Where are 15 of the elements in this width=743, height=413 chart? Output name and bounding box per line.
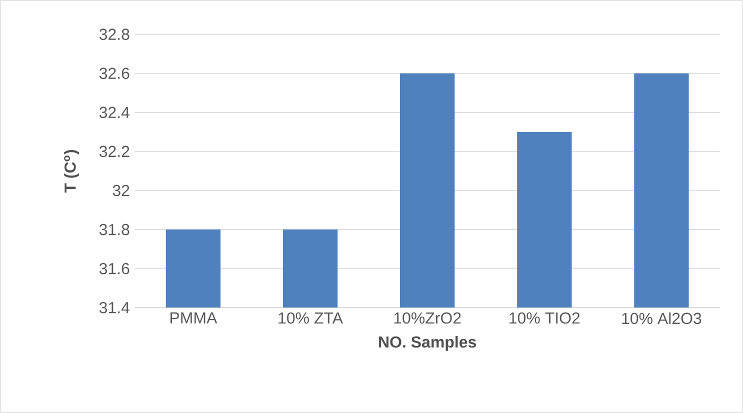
y-tick-label: 32.6 (99, 68, 130, 80)
y-tick-label: 32 (112, 184, 130, 196)
y-axis-title: T (C$^{o}$) (64, 150, 80, 193)
y-tick-label: 32.4 (99, 106, 130, 118)
y-tick-label: 31.4 (99, 302, 130, 314)
x-tick-label: 10% Al2O3 (622, 312, 702, 324)
x-tick-label: 10%ZrO2 (394, 312, 461, 324)
y-tick-label: 31.8 (99, 224, 130, 236)
x-tick-label: 10% TIO2 (510, 312, 580, 324)
y-tick-label: 32.8 (99, 28, 130, 40)
x-axis-title: NO. Samples (379, 336, 476, 351)
x-tick-label: 10% ZTA (278, 312, 343, 324)
y-tick-label: 31.6 (99, 262, 130, 274)
y-tick-label: 32.2 (99, 146, 130, 158)
x-tick-label: PMMA (170, 312, 218, 324)
